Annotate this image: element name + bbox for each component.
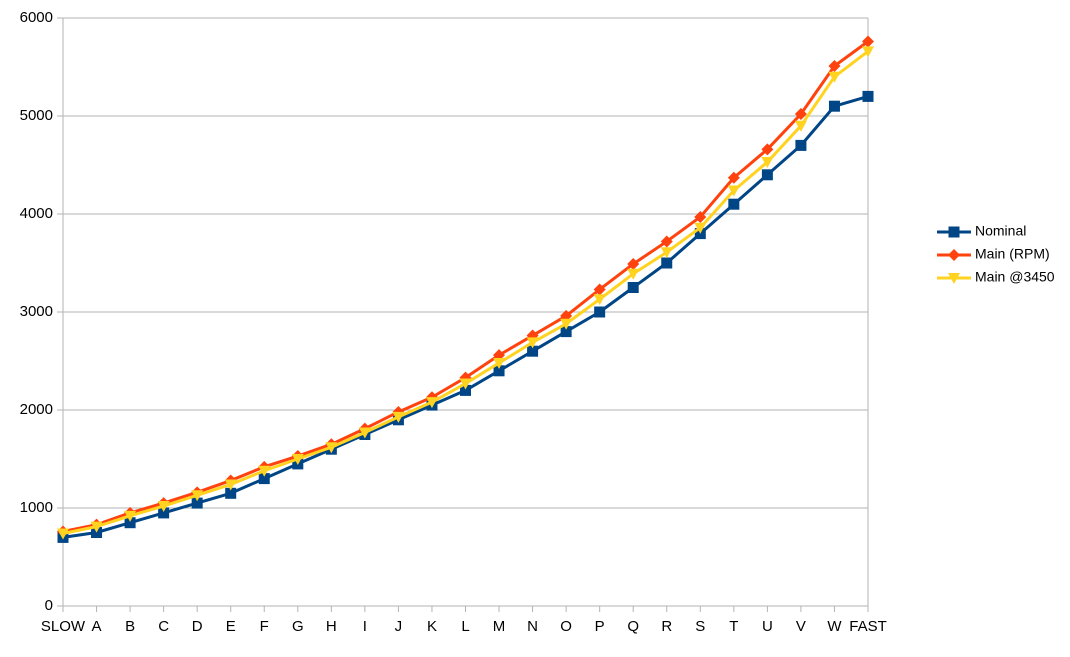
y-tick-label: 4000 [20, 205, 53, 222]
series-line [62, 50, 869, 535]
x-tick-label: R [661, 618, 672, 635]
marker [593, 294, 606, 306]
marker [795, 139, 807, 151]
marker [727, 171, 740, 184]
marker [661, 257, 673, 269]
x-tick-label: H [326, 618, 337, 635]
marker [593, 283, 606, 296]
x-tick-label: K [427, 618, 437, 635]
y-tick-label: 2000 [20, 401, 53, 418]
marker [57, 528, 69, 540]
legend-label: Main @3450 [975, 269, 1055, 285]
marker [660, 235, 673, 248]
marker [794, 108, 807, 121]
marker [627, 268, 640, 280]
marker [694, 222, 707, 234]
y-tick-label: 1000 [20, 499, 53, 516]
marker [727, 185, 740, 197]
marker [325, 442, 338, 454]
marker [224, 479, 237, 491]
marker [694, 210, 707, 223]
marker [493, 365, 505, 377]
marker [560, 326, 572, 338]
marker [761, 169, 773, 181]
marker [526, 337, 539, 349]
marker [627, 282, 639, 293]
marker [460, 384, 471, 396]
marker [124, 510, 137, 522]
x-tick-label: M [493, 618, 506, 635]
x-tick-label: V [796, 618, 806, 635]
y-tick-label: 6000 [20, 9, 53, 26]
marker [660, 247, 673, 259]
marker [948, 226, 960, 238]
marker [158, 507, 170, 519]
marker [761, 143, 774, 156]
marker [157, 501, 170, 513]
marker [258, 465, 271, 477]
marker [560, 318, 573, 330]
x-tick-label: FAST [849, 618, 887, 635]
marker [828, 60, 841, 73]
x-tick-label: U [762, 618, 773, 635]
marker [90, 521, 103, 533]
marker [392, 411, 405, 423]
x-tick-label: J [395, 618, 403, 635]
marker [862, 90, 874, 102]
marker [527, 345, 539, 357]
marker [291, 454, 304, 465]
x-tick-label: SLOW [41, 618, 86, 635]
marker [862, 46, 874, 58]
x-tick-label: B [125, 618, 135, 635]
x-tick-label: S [695, 618, 705, 635]
marker [124, 517, 136, 529]
legend-label: Main (RPM) [975, 246, 1050, 262]
marker [191, 490, 204, 502]
x-tick-label: O [560, 618, 572, 635]
x-tick-label: L [461, 618, 469, 635]
x-tick-label: T [729, 618, 738, 635]
marker [191, 497, 203, 509]
marker [594, 306, 606, 318]
x-tick-label: W [827, 618, 842, 635]
marker [828, 100, 840, 112]
marker [948, 273, 960, 284]
x-tick-label: N [527, 618, 538, 635]
marker [728, 198, 740, 210]
x-tick-label: F [260, 618, 269, 635]
marker [425, 397, 438, 409]
y-tick-label: 3000 [20, 303, 53, 320]
marker [493, 357, 506, 369]
marker [459, 378, 472, 390]
marker [627, 257, 640, 270]
marker [862, 35, 874, 48]
marker [828, 71, 841, 83]
marker [225, 487, 237, 499]
y-tick-label: 0 [45, 597, 53, 614]
x-tick-label: Q [627, 618, 639, 635]
y-tick-label: 5000 [20, 107, 53, 124]
x-tick-label: P [595, 618, 605, 635]
marker [794, 120, 807, 132]
series-line [62, 94, 869, 539]
x-tick-label: G [292, 618, 304, 635]
x-tick-label: A [92, 618, 102, 635]
legend-label: Nominal [975, 223, 1026, 239]
x-tick-label: I [363, 618, 367, 635]
marker [948, 249, 960, 261]
x-tick-label: D [192, 618, 203, 635]
marker [358, 427, 371, 439]
series-line [62, 40, 869, 533]
marker [258, 473, 270, 485]
x-tick-label: C [158, 618, 169, 635]
marker [761, 157, 774, 169]
x-tick-label: E [226, 618, 236, 635]
